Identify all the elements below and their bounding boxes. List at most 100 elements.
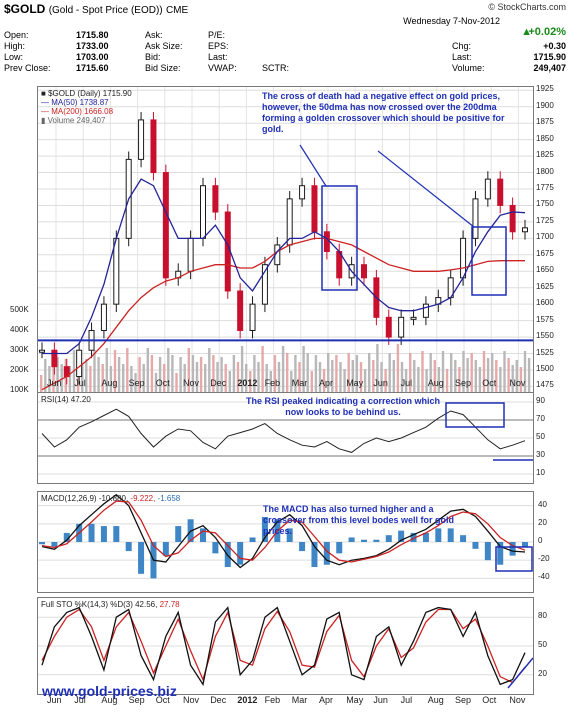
field-value: 1715.80: [76, 30, 109, 40]
x-tick-label: Apr: [319, 378, 334, 388]
volume-bar: [478, 367, 482, 393]
rsi-annotation: The RSI peaked indicating a correction w…: [245, 396, 441, 417]
volume-bar: [89, 366, 92, 393]
price-tick-label: 1800: [536, 166, 554, 176]
macd-histogram-bar: [385, 535, 392, 542]
field-label: SCTR:: [262, 63, 289, 73]
field-value: 1715.90: [533, 52, 566, 62]
price-tick-label: 1925: [536, 84, 554, 94]
ma50-line: [42, 178, 526, 355]
volume-bar: [417, 367, 420, 393]
volume-bar: [343, 369, 346, 393]
volume-bar: [491, 353, 494, 393]
macd-histogram-bar: [472, 542, 479, 549]
volume-bar: [154, 373, 158, 393]
x-tick-label: Oct: [482, 695, 497, 705]
price-candle: [311, 185, 318, 233]
field-label: Ask:: [145, 30, 163, 40]
x-tick-label: Aug: [427, 695, 444, 705]
macd-tick-label: -40: [538, 572, 550, 582]
volume-bar: [359, 362, 363, 393]
volume-bar: [171, 355, 174, 393]
macd-legend: MACD(12,26,9) -10.880, -9.222, -1.658: [41, 494, 181, 503]
x-tick-label: Jun: [47, 378, 62, 388]
volume-bar: [208, 348, 211, 393]
volume-bar: [105, 348, 108, 393]
volume-bar: [429, 353, 432, 393]
macd-histogram-bar: [63, 532, 70, 542]
rsi-tick-label: 50: [536, 432, 545, 441]
ma50-legend: — MA(50) 1738.87: [41, 98, 109, 107]
field-label: P/E:: [208, 30, 226, 40]
price-tick-label: 1700: [536, 232, 554, 242]
field-value: 1703.00: [76, 52, 109, 62]
volume-tick-label: 200K: [10, 365, 29, 374]
volume-bar: [392, 360, 395, 393]
macd-histogram-bar: [361, 539, 367, 542]
sto-legend: Full STO %K(14,3) %D(3) 42.56, 27.78: [41, 600, 180, 609]
price-annotation: The cross of death had a negative effect…: [262, 91, 505, 134]
price-candle: [398, 316, 405, 338]
price-tick-label: 1575: [536, 314, 554, 324]
volume-bar: [150, 355, 154, 393]
volume-bar: [454, 360, 457, 393]
price-candle: [237, 290, 244, 331]
volume-bar: [216, 362, 219, 393]
sto-panel: Full STO %K(14,3) %D(3) 42.56, 27.78: [37, 597, 534, 695]
volume-bar: [44, 359, 47, 393]
price-candle: [410, 316, 417, 320]
chart-title: $GOLD (Gold - Spot Price (EOD)) CME: [4, 2, 189, 16]
volume-bar: [286, 353, 289, 393]
volume-bar: [269, 371, 272, 393]
volume-bar: [117, 357, 121, 393]
price-candle: [249, 303, 256, 331]
volume-bar: [310, 371, 313, 393]
price-legend: ■ $GOLD (Daily) 1715.90: [41, 89, 132, 98]
price-tick-label: 1775: [536, 183, 554, 192]
ma200-legend: — MA(200) 1666.08: [41, 107, 114, 116]
field-value: 1715.60: [76, 63, 109, 73]
volume-bar: [236, 362, 240, 393]
volume-bar: [523, 351, 527, 393]
volume-bar: [220, 357, 223, 393]
volume-bar: [93, 350, 96, 393]
site-watermark: www.gold-prices.biz: [42, 683, 177, 699]
field-label: Last:: [452, 52, 472, 62]
macd-plot: [38, 493, 533, 579]
x-tick-label: Sep: [455, 378, 472, 388]
field-label: High:: [4, 41, 26, 51]
volume-bar: [138, 357, 141, 393]
x-tick-label: Nov: [509, 378, 526, 388]
up-arrow-icon: ▲: [521, 26, 532, 38]
rsi-panel: RSI(14) 47.20 The RSI peaked indicating …: [37, 392, 534, 484]
macd-histogram-bar: [323, 542, 330, 565]
price-candle: [76, 349, 83, 378]
price-candle: [39, 349, 45, 353]
x-tick-label: Jun: [373, 378, 388, 388]
macd-histogram-bar: [88, 523, 95, 542]
sto-tick-label: 80: [538, 611, 547, 621]
price-tick-label: 1650: [536, 265, 554, 275]
x-tick-label: Jul: [74, 378, 86, 388]
macd-histogram-bar: [286, 528, 293, 542]
volume-bar: [195, 362, 199, 393]
rsi-tick-label: 70: [536, 414, 545, 423]
volume-bar: [122, 364, 125, 393]
field-label: Open:: [4, 30, 29, 40]
price-candle: [497, 178, 504, 206]
price-candle: [150, 119, 157, 174]
x-tick-label: 2012: [237, 695, 258, 705]
price-tick-label: 1625: [536, 281, 554, 291]
volume-bar: [134, 373, 137, 393]
x-tick-label: Mar: [291, 378, 308, 388]
x-tick-label: 2012: [237, 378, 258, 388]
volume-bar: [167, 348, 170, 393]
x-tick-label: Sep: [128, 695, 145, 705]
price-candle: [323, 231, 330, 253]
price-panel: ■ $GOLD (Daily) 1715.90 — MA(50) 1738.87…: [37, 86, 534, 394]
volume-bar: [245, 364, 248, 393]
ma200-line: [41, 237, 525, 391]
macd-histogram-bar: [200, 528, 206, 542]
volume-bar: [56, 357, 59, 393]
x-tick-label: Feb: [264, 378, 281, 388]
